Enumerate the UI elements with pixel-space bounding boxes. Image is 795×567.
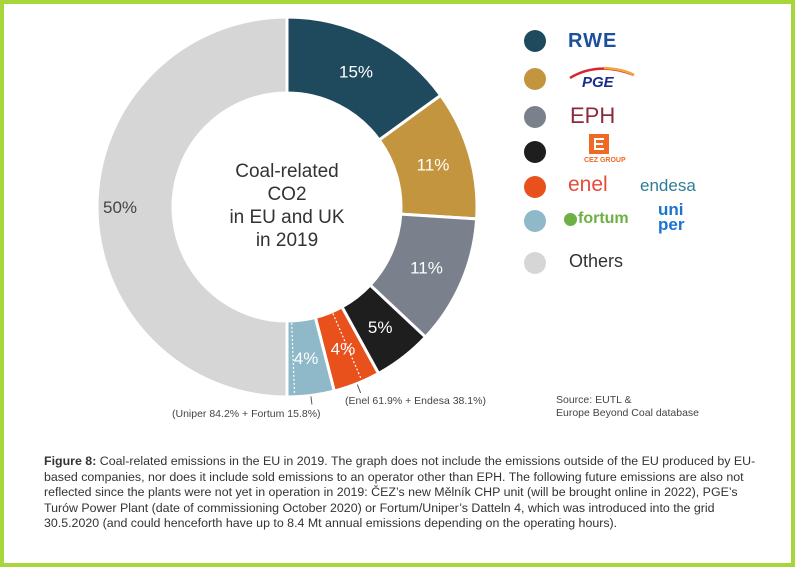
legend-item-eph: EPH xyxy=(524,103,744,133)
fortum-logo-icon xyxy=(564,213,577,226)
split-line xyxy=(291,322,296,395)
center-line: CO2 xyxy=(267,184,307,205)
caption-label: Figure 8: xyxy=(44,454,97,468)
source-note: Source: EUTL & Europe Beyond Coal databa… xyxy=(556,394,699,420)
split-line xyxy=(332,313,362,380)
donut-slice-others xyxy=(95,15,289,399)
center-line: in 2019 xyxy=(255,230,319,251)
slice-label: 4% xyxy=(331,339,356,358)
uniper-logo-line: per xyxy=(658,215,685,234)
legend-swatch xyxy=(524,106,546,128)
pge-logo: PGE xyxy=(582,74,614,91)
legend-swatch xyxy=(524,210,546,232)
slice-label: 15% xyxy=(339,63,373,82)
endesa-logo: endesa xyxy=(640,176,696,195)
slice-label: 4% xyxy=(294,349,319,368)
legend-swatch xyxy=(524,176,546,198)
cez-logo-text: CEZ GROUP xyxy=(584,157,626,164)
uniper-logo-line: uni xyxy=(658,200,684,219)
legend-swatch xyxy=(524,30,546,52)
slice-label: 50% xyxy=(103,198,137,217)
others-label: Others xyxy=(569,251,624,271)
legend-item-fortum: fortum uni per xyxy=(524,201,744,247)
leader-line xyxy=(356,384,362,394)
caption-text: Coal-related emissions in the EU in 2019… xyxy=(44,454,756,531)
legend-item-cez: CEZ GROUP xyxy=(524,134,744,177)
legend-swatch xyxy=(524,68,546,90)
source-line: Europe Beyond Coal database xyxy=(556,407,700,419)
eph-logo: EPH xyxy=(570,103,616,128)
rwe-logo: RWE xyxy=(568,30,618,52)
center-line: Coal-related xyxy=(235,161,339,182)
slice-label: 11% xyxy=(410,258,443,277)
center-label: Coal-related CO2 in EU and UK in 2019 xyxy=(187,160,387,252)
fortum-logo: fortum xyxy=(578,210,629,227)
legend-item-rwe: RWE xyxy=(524,27,744,57)
legend-item-others: Others xyxy=(524,249,744,279)
uniper-annotation: (Uniper 84.2% + Fortum 15.8%) xyxy=(172,408,321,420)
legend-item-enel: enel endesa xyxy=(524,173,744,203)
legend-item-pge: PGE xyxy=(524,65,744,95)
figure-caption: Figure 8: Coal-related emissions in the … xyxy=(44,454,764,532)
legend-swatch xyxy=(524,141,546,163)
slice-label: 11% xyxy=(417,156,450,175)
enel-annotation: (Enel 61.9% + Endesa 38.1%) xyxy=(345,395,486,407)
legend-swatch xyxy=(524,252,546,274)
center-line: in EU and UK xyxy=(229,207,345,228)
pge-arc-icon xyxy=(569,66,635,79)
source-line: Source: EUTL & xyxy=(556,394,632,406)
leader-line xyxy=(310,396,313,405)
slice-label: 5% xyxy=(368,318,393,337)
cez-logo-icon xyxy=(589,134,609,154)
enel-logo: enel xyxy=(568,173,608,196)
uniper-logo: uni per xyxy=(658,200,685,234)
